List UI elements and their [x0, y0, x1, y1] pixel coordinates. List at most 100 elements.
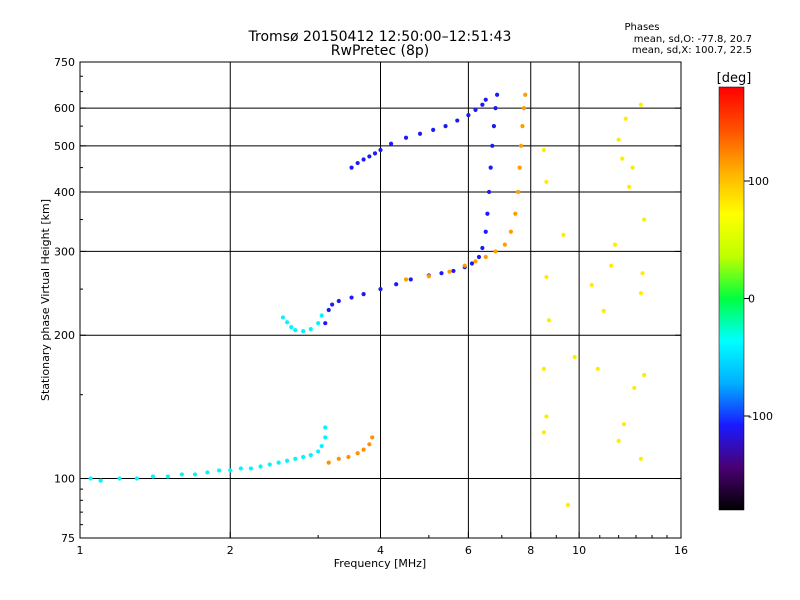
- data-point: [165, 474, 170, 479]
- data-point: [403, 135, 409, 140]
- data-point: [308, 453, 313, 458]
- data-point: [98, 478, 103, 483]
- data-point: [293, 456, 298, 461]
- data-point: [521, 106, 526, 111]
- data-point: [491, 124, 497, 129]
- data-point: [248, 466, 254, 471]
- data-point: [473, 107, 478, 112]
- data-point: [513, 211, 518, 216]
- colorbar-tick-label: -100: [748, 410, 773, 423]
- info-line-x: mean, sd,X: 100.7, 22.5: [632, 45, 752, 56]
- data-point: [361, 447, 366, 452]
- data-point: [361, 157, 366, 162]
- y-axis-ticks: 75 100 200 300 400 500 600 750: [54, 56, 681, 545]
- data-point: [308, 327, 313, 332]
- data-point: [520, 124, 525, 129]
- data-point: [544, 274, 549, 280]
- data-point: [561, 232, 566, 237]
- data-point: [367, 442, 372, 447]
- data-point: [349, 295, 354, 300]
- x-tick-label: 2: [227, 544, 234, 557]
- data-point: [469, 261, 475, 266]
- data-point: [205, 470, 210, 475]
- data-point: [293, 328, 298, 333]
- data-point: [595, 366, 600, 371]
- y-tick-label: 600: [54, 102, 75, 115]
- data-point: [258, 464, 263, 469]
- data-point: [372, 151, 378, 156]
- data-point: [486, 189, 492, 195]
- data-point: [408, 277, 413, 282]
- data-point: [355, 160, 360, 166]
- data-point: [473, 259, 478, 264]
- x-tick-label: 6: [465, 544, 472, 557]
- data-point: [466, 113, 471, 118]
- data-point: [238, 466, 243, 471]
- data-point: [638, 456, 644, 461]
- data-point: [621, 422, 627, 427]
- data-point: [326, 460, 331, 465]
- data-point: [451, 268, 456, 274]
- data-point: [476, 254, 482, 260]
- series-5: [349, 97, 488, 170]
- series-3: [323, 92, 500, 326]
- chart-subtitle: RwPretec (8p): [331, 43, 429, 59]
- data-point: [217, 468, 222, 473]
- colorbar-label: [deg]: [717, 71, 752, 86]
- y-tick-label: 75: [61, 532, 75, 545]
- data-point: [301, 329, 306, 334]
- data-point: [630, 165, 635, 170]
- grid-layer: [80, 62, 681, 538]
- data-point: [518, 143, 524, 148]
- data-point: [403, 277, 409, 282]
- data-point: [336, 298, 341, 304]
- data-point: [642, 372, 647, 378]
- data-point: [612, 242, 618, 247]
- data-point: [323, 425, 328, 430]
- colorbar: [718, 86, 745, 511]
- data-point: [516, 189, 521, 195]
- data-point: [134, 476, 139, 481]
- y-tick-label: 300: [54, 245, 75, 258]
- data-point: [638, 291, 644, 296]
- data-point: [394, 282, 399, 287]
- data-point: [609, 263, 614, 268]
- x-tick-label: 8: [527, 544, 534, 557]
- y-tick-label: 100: [54, 473, 75, 486]
- data-point: [192, 472, 198, 477]
- data-point: [493, 106, 498, 111]
- data-point: [623, 116, 628, 121]
- data-point: [370, 435, 375, 440]
- info-heading: Phases: [624, 22, 659, 33]
- data-point: [280, 315, 286, 320]
- colorbar-tick-label: 100: [748, 175, 769, 188]
- data-point: [508, 229, 514, 234]
- data-point: [620, 156, 625, 161]
- data-point: [485, 211, 490, 216]
- data-point: [502, 242, 507, 247]
- data-point: [349, 165, 354, 170]
- data-point: [483, 97, 488, 102]
- y-tick-label: 200: [54, 329, 75, 342]
- data-point: [616, 438, 621, 443]
- data-point: [388, 141, 394, 146]
- data-point: [541, 366, 546, 371]
- data-point: [346, 454, 351, 460]
- data-point: [480, 102, 485, 107]
- data-points-layer: [88, 92, 647, 508]
- data-point: [601, 308, 606, 313]
- data-point: [640, 271, 645, 276]
- colorbar-tick-label: 0: [748, 293, 755, 306]
- data-point: [326, 307, 331, 313]
- x-tick-label: 10: [572, 544, 586, 557]
- data-point: [523, 92, 528, 97]
- data-point: [544, 414, 549, 419]
- data-point: [228, 468, 233, 473]
- data-point: [336, 456, 341, 461]
- data-point: [323, 321, 328, 326]
- data-point: [488, 165, 493, 170]
- series-2: [280, 313, 324, 334]
- data-point: [426, 274, 431, 279]
- data-point: [616, 137, 621, 142]
